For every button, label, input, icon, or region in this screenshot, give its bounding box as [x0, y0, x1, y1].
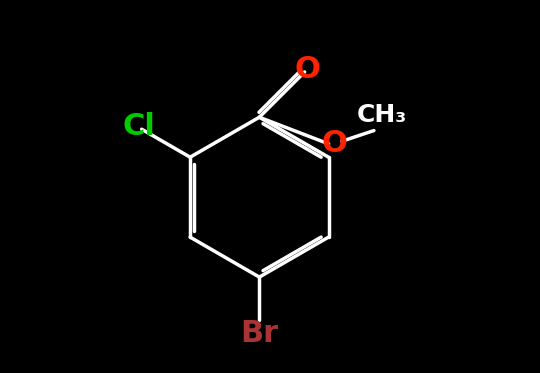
- Text: O: O: [321, 129, 347, 159]
- Text: Br: Br: [240, 319, 279, 348]
- Text: O: O: [294, 55, 320, 84]
- Text: CH₃: CH₃: [357, 103, 407, 126]
- Text: Cl: Cl: [123, 112, 156, 141]
